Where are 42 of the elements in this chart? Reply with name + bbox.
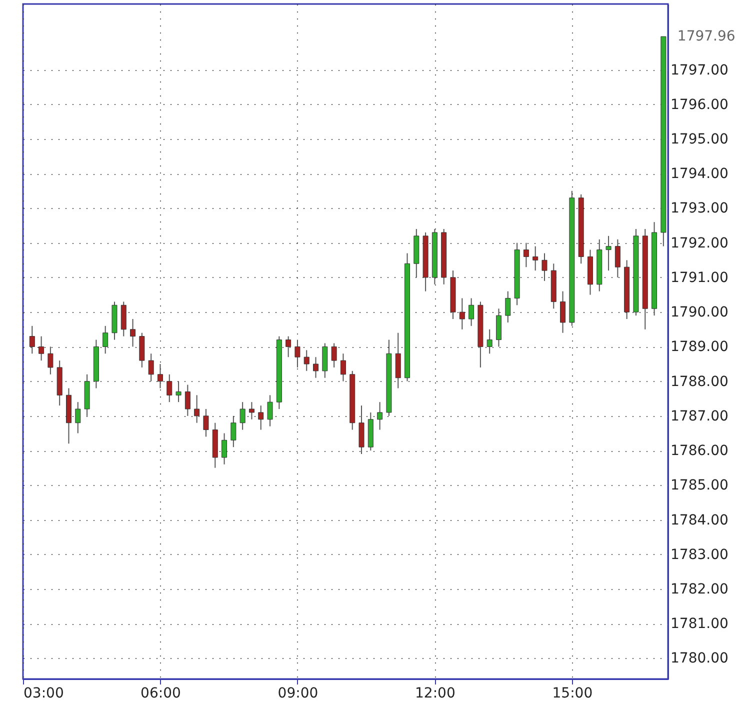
candlestick: [184, 384, 190, 416]
y-tick-label: 1785.00: [670, 478, 728, 494]
y-tick-label: 1788.00: [670, 374, 728, 390]
candlestick: [468, 298, 474, 326]
y-tick-label: 1796.00: [670, 96, 728, 113]
y-tick-label: 1789.00: [670, 339, 728, 356]
candlestick: [532, 246, 538, 272]
y-tick-label: 1793.00: [670, 200, 728, 217]
y-tick-label: 1794.00: [670, 166, 728, 182]
y-tick-label: 1780.00: [670, 650, 728, 667]
candlestick: [267, 394, 273, 427]
x-tick-label: 06:00: [140, 686, 181, 702]
candlestick: [486, 328, 492, 354]
y-tick-label: 1791.00: [670, 270, 728, 286]
y-tick-label: 1782.00: [670, 582, 728, 598]
y-tick-label: 1781.00: [670, 616, 728, 632]
y-tick-label: 1787.00: [670, 408, 728, 424]
y-tick-label: 1795.00: [670, 132, 728, 148]
y-tick-label: 1792.00: [670, 235, 728, 252]
y-tick-label: 1783.00: [670, 546, 728, 563]
candlestick: [340, 353, 346, 382]
candlestick: [377, 402, 383, 430]
x-tick-label: 09:00: [278, 686, 318, 702]
candlestick: [240, 402, 246, 430]
candlestick: [304, 350, 310, 372]
x-tick-label: 15:00: [552, 686, 593, 702]
y-tick-label: 1786.00: [670, 443, 728, 460]
x-tick-label: 12:00: [415, 686, 456, 702]
candlestick: [313, 356, 319, 378]
y-tick-label: 1797.00: [670, 62, 728, 78]
y-tick-label: 1790.00: [670, 304, 728, 321]
candlestick: [166, 374, 172, 403]
candlestick: [203, 408, 209, 438]
candlestick: [560, 290, 566, 334]
candlestick: [130, 318, 136, 348]
annotation: 1797.96: [677, 28, 736, 45]
candlestick: [505, 290, 511, 323]
candlestick: [258, 405, 264, 430]
candlestick: [248, 402, 254, 420]
x-tick-label: 03:00: [24, 686, 64, 702]
y-tick-label: 1784.00: [670, 512, 728, 528]
candlestick: [606, 235, 612, 272]
